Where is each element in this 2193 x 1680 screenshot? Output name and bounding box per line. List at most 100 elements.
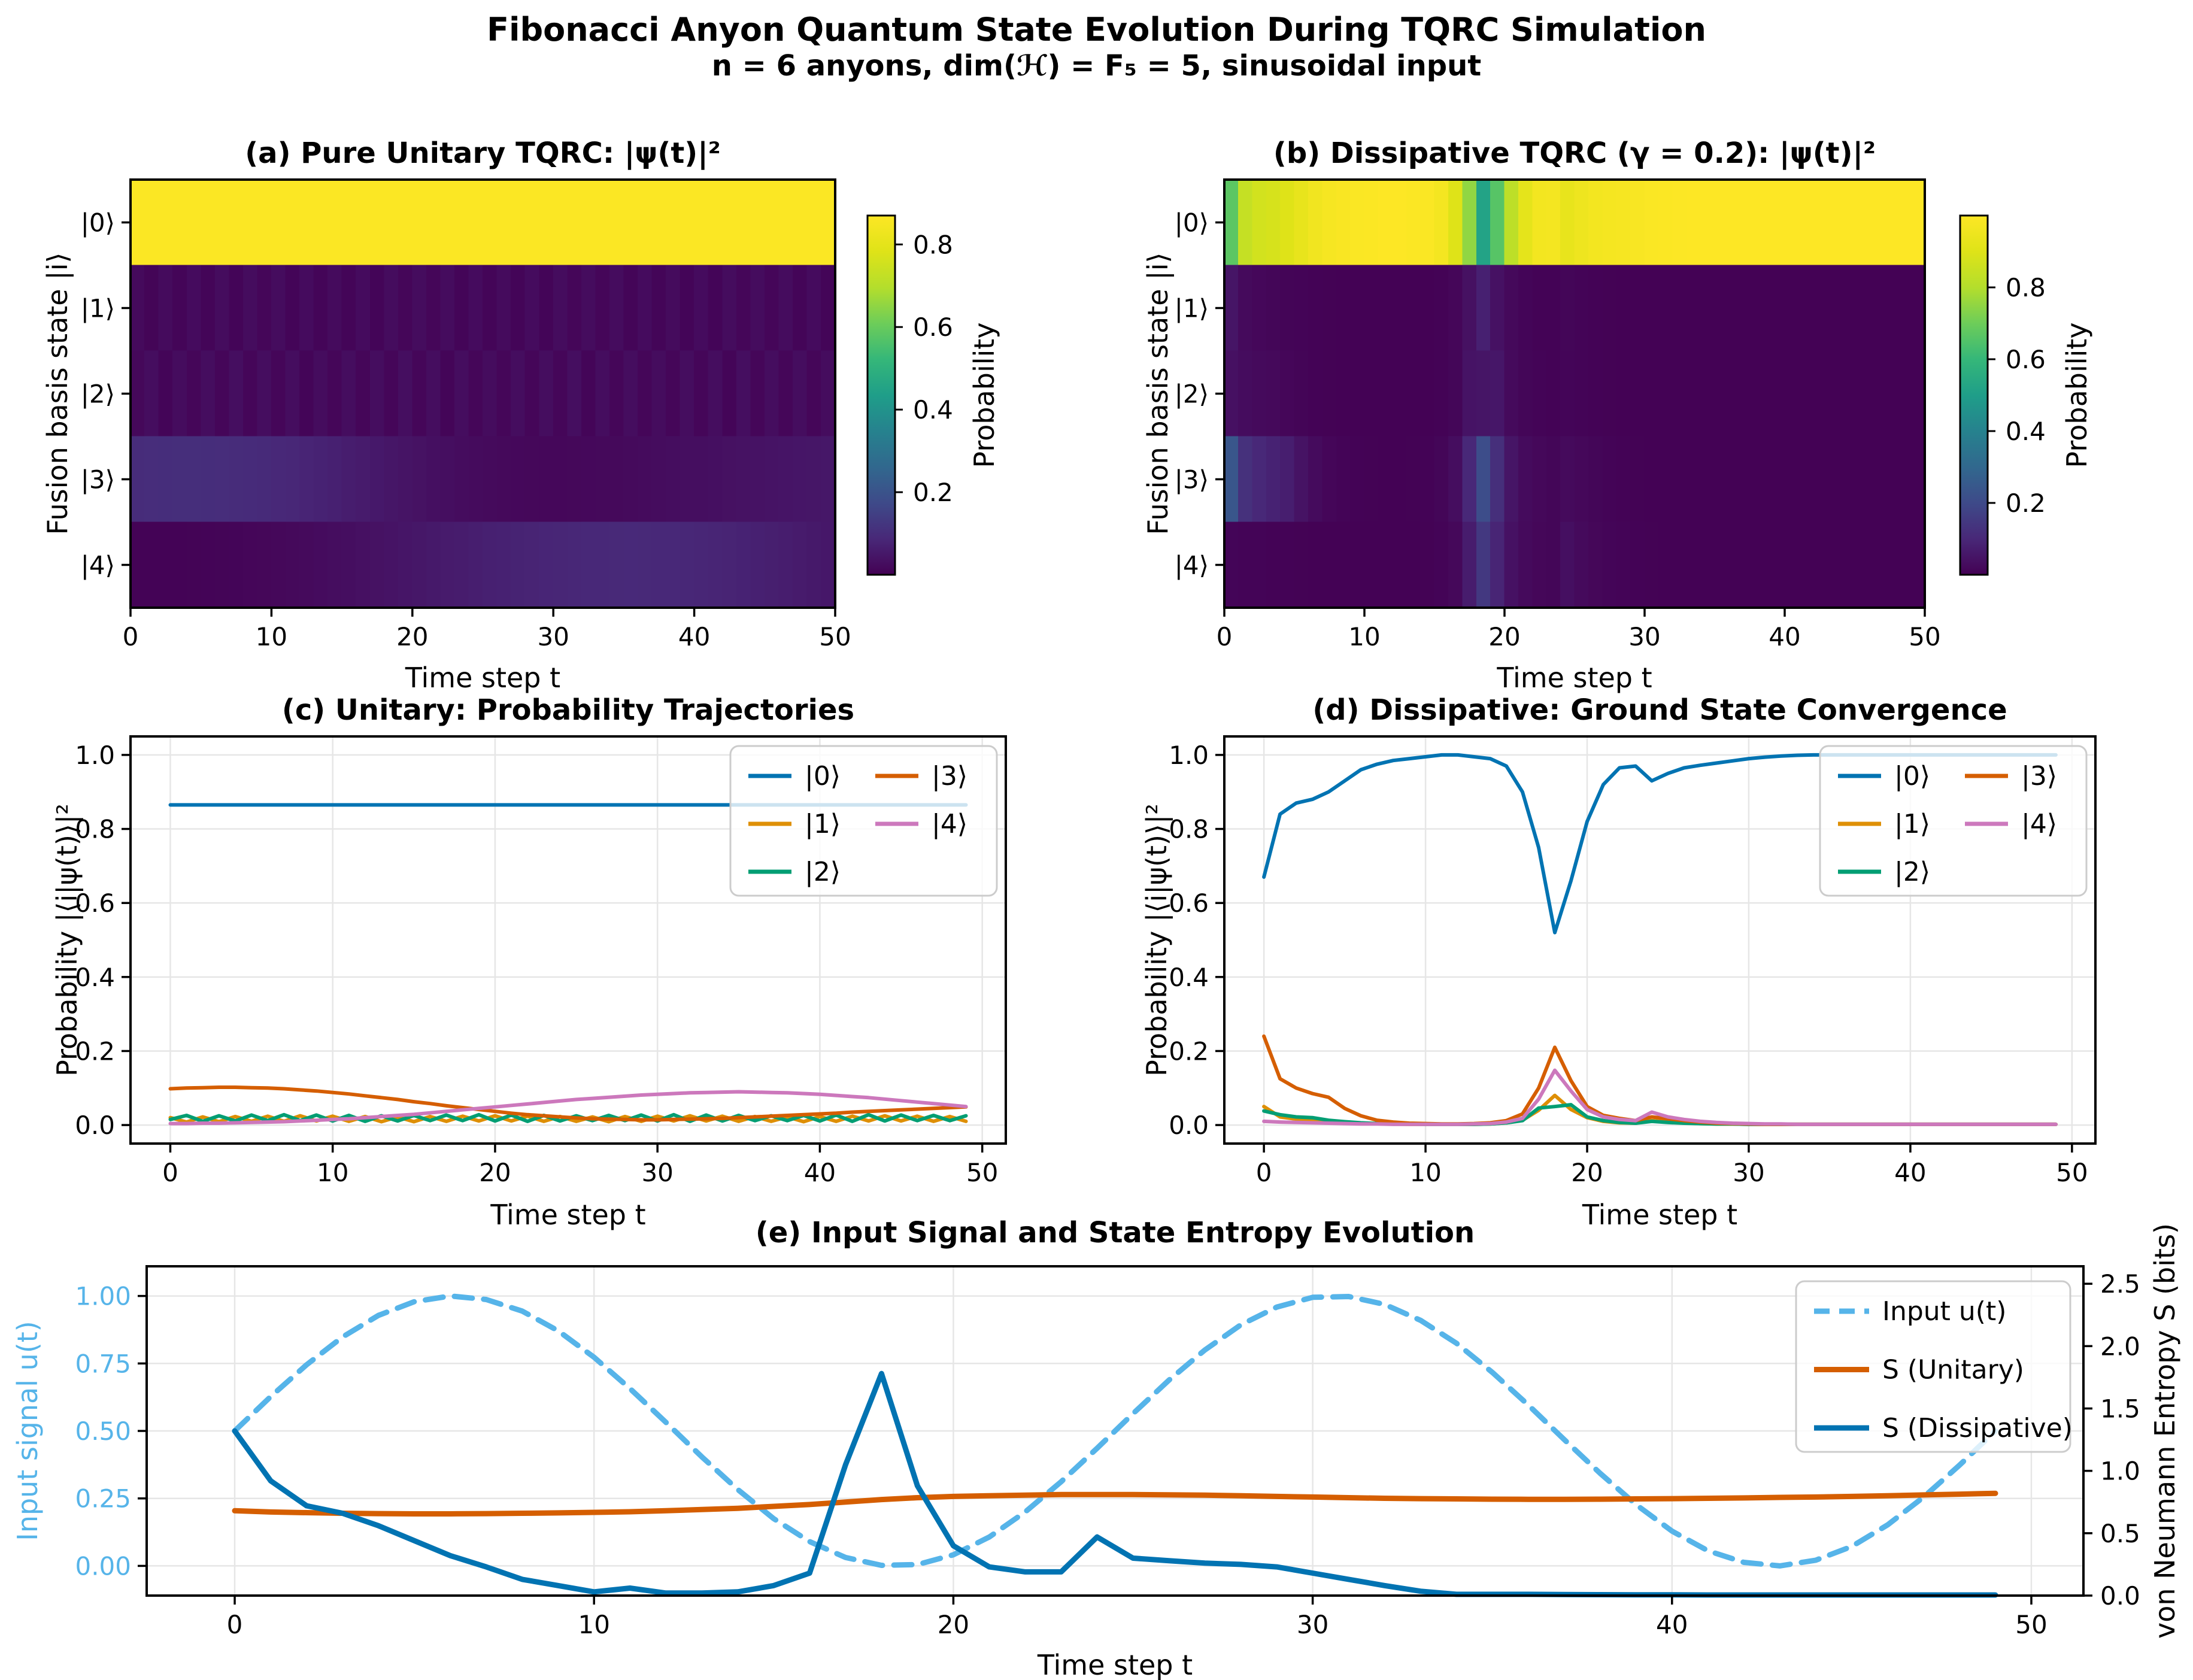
heatmap-cell — [341, 265, 356, 351]
heatmap-cell — [1266, 350, 1281, 437]
heatmap-cell — [1658, 350, 1673, 437]
heatmap-cell — [483, 265, 498, 351]
heatmap-cell — [1686, 436, 1701, 523]
heatmap-cell — [201, 350, 216, 437]
heatmap-cell — [384, 436, 399, 523]
heatmap-cell — [1518, 436, 1533, 523]
heatmap-cell — [1378, 179, 1393, 266]
heatmap-cell — [1294, 265, 1309, 351]
heatmap-cell — [651, 350, 666, 437]
heatmap-cell — [1406, 521, 1421, 608]
x-tick-label: 10 — [1348, 622, 1380, 651]
heatmap-cell — [1420, 521, 1435, 608]
x-tick-label: 0 — [1256, 1158, 1272, 1187]
heatmap-cell — [285, 179, 300, 266]
heatmap-cell — [553, 265, 568, 351]
heatmap-cell — [1896, 521, 1911, 608]
heatmap-cell — [821, 521, 836, 608]
heatmap-cell — [1869, 350, 1883, 437]
heatmap-cell — [694, 179, 709, 266]
x-axis-label: Time step t — [1496, 662, 1652, 694]
heatmap-cell — [426, 265, 441, 351]
heatmap-cell — [1518, 179, 1533, 266]
legend-label: |4⟩ — [2021, 809, 2057, 839]
heatmap-cell — [1420, 436, 1435, 523]
heatmap-cell — [764, 265, 779, 351]
axes-spine — [866, 214, 896, 576]
heatmap-cell — [1882, 521, 1897, 608]
heatmap-cell — [553, 521, 568, 608]
heatmap-cell — [172, 436, 187, 523]
heatmap-cell — [1378, 436, 1393, 523]
heatmap-cell — [1910, 350, 1925, 437]
heatmap-cell — [1644, 179, 1659, 266]
heatmap-cell — [609, 436, 624, 523]
heatmap-cell — [1756, 350, 1771, 437]
heatmap-cell — [496, 179, 511, 266]
heatmap-cell — [595, 436, 610, 523]
heatmap-cell — [1364, 179, 1379, 266]
heatmap-cell — [369, 350, 385, 437]
series-line — [168, 1090, 968, 1126]
heatmap-cell — [285, 350, 300, 437]
heatmap-cell — [595, 350, 610, 437]
heatmap-cell — [1700, 179, 1715, 266]
heatmap-cell — [384, 265, 399, 351]
heatmap-cell — [567, 521, 582, 608]
legend-box — [1819, 745, 2088, 897]
series-line — [1262, 1068, 2058, 1126]
heatmap-cell — [398, 436, 413, 523]
heatmap-cell — [1854, 265, 1869, 351]
heatmap-cell — [595, 265, 610, 351]
heatmap-cell — [651, 521, 666, 608]
heatmap-cell — [1630, 179, 1645, 266]
heatmap-cell — [1378, 521, 1393, 608]
y-tick-label: |4⟩ — [1175, 551, 1209, 580]
heatmap-cell — [1420, 179, 1435, 266]
x-tick-label: 30 — [537, 622, 569, 651]
x-tick-label: 20 — [1488, 622, 1520, 651]
heatmap-cell — [1364, 350, 1379, 437]
heatmap-cell — [1672, 265, 1687, 351]
y-tick-label: 1.0 — [1169, 741, 1209, 770]
colorbar-label: Probability — [2061, 322, 2093, 468]
heatmap-cell — [821, 436, 836, 523]
heatmap-cell — [1364, 265, 1379, 351]
heatmap-cell — [581, 521, 596, 608]
heatmap-cell — [638, 179, 653, 266]
heatmap-cell — [1784, 179, 1799, 266]
heatmap-cell — [341, 436, 356, 523]
heatmap-cell — [1812, 265, 1827, 351]
heatmap-cell — [750, 436, 765, 523]
heatmap-cell — [1504, 179, 1519, 266]
y-tick-label: 0.8 — [75, 815, 115, 844]
heatmap-cell — [1630, 436, 1645, 523]
heatmap-cell — [1616, 436, 1631, 523]
heatmap-cell — [1518, 521, 1533, 608]
heatmap-cell — [1434, 179, 1449, 266]
panel-title: (e) Input Signal and State Entropy Evolu… — [756, 1216, 1475, 1250]
heatmap-cell — [1854, 179, 1869, 266]
heatmap-cell — [1574, 350, 1589, 437]
heatmap-cell — [1392, 436, 1407, 523]
heatmap-cell — [1476, 350, 1491, 437]
heatmap-cell — [1714, 179, 1729, 266]
y-tick-label: |0⟩ — [1175, 208, 1209, 238]
heatmap-cell — [1294, 179, 1309, 266]
y-tick-label-right: 0.5 — [2100, 1519, 2140, 1548]
heatmap-cell — [242, 179, 258, 266]
heatmap-cell — [1546, 521, 1561, 608]
heatmap-cell — [1224, 350, 1239, 437]
heatmap-cell — [750, 265, 765, 351]
heatmap-cell — [1504, 521, 1519, 608]
heatmap-cell — [524, 436, 539, 523]
heatmap-cell — [1686, 350, 1701, 437]
heatmap-cell — [806, 179, 821, 266]
heatmap-cell — [299, 179, 314, 266]
heatmap-cell — [623, 179, 638, 266]
heatmap-cell — [257, 265, 272, 351]
heatmap-cell — [454, 265, 469, 351]
heatmap-cell — [1420, 350, 1435, 437]
heatmap-cell — [1406, 179, 1421, 266]
y-tick-label: |4⟩ — [81, 551, 115, 580]
